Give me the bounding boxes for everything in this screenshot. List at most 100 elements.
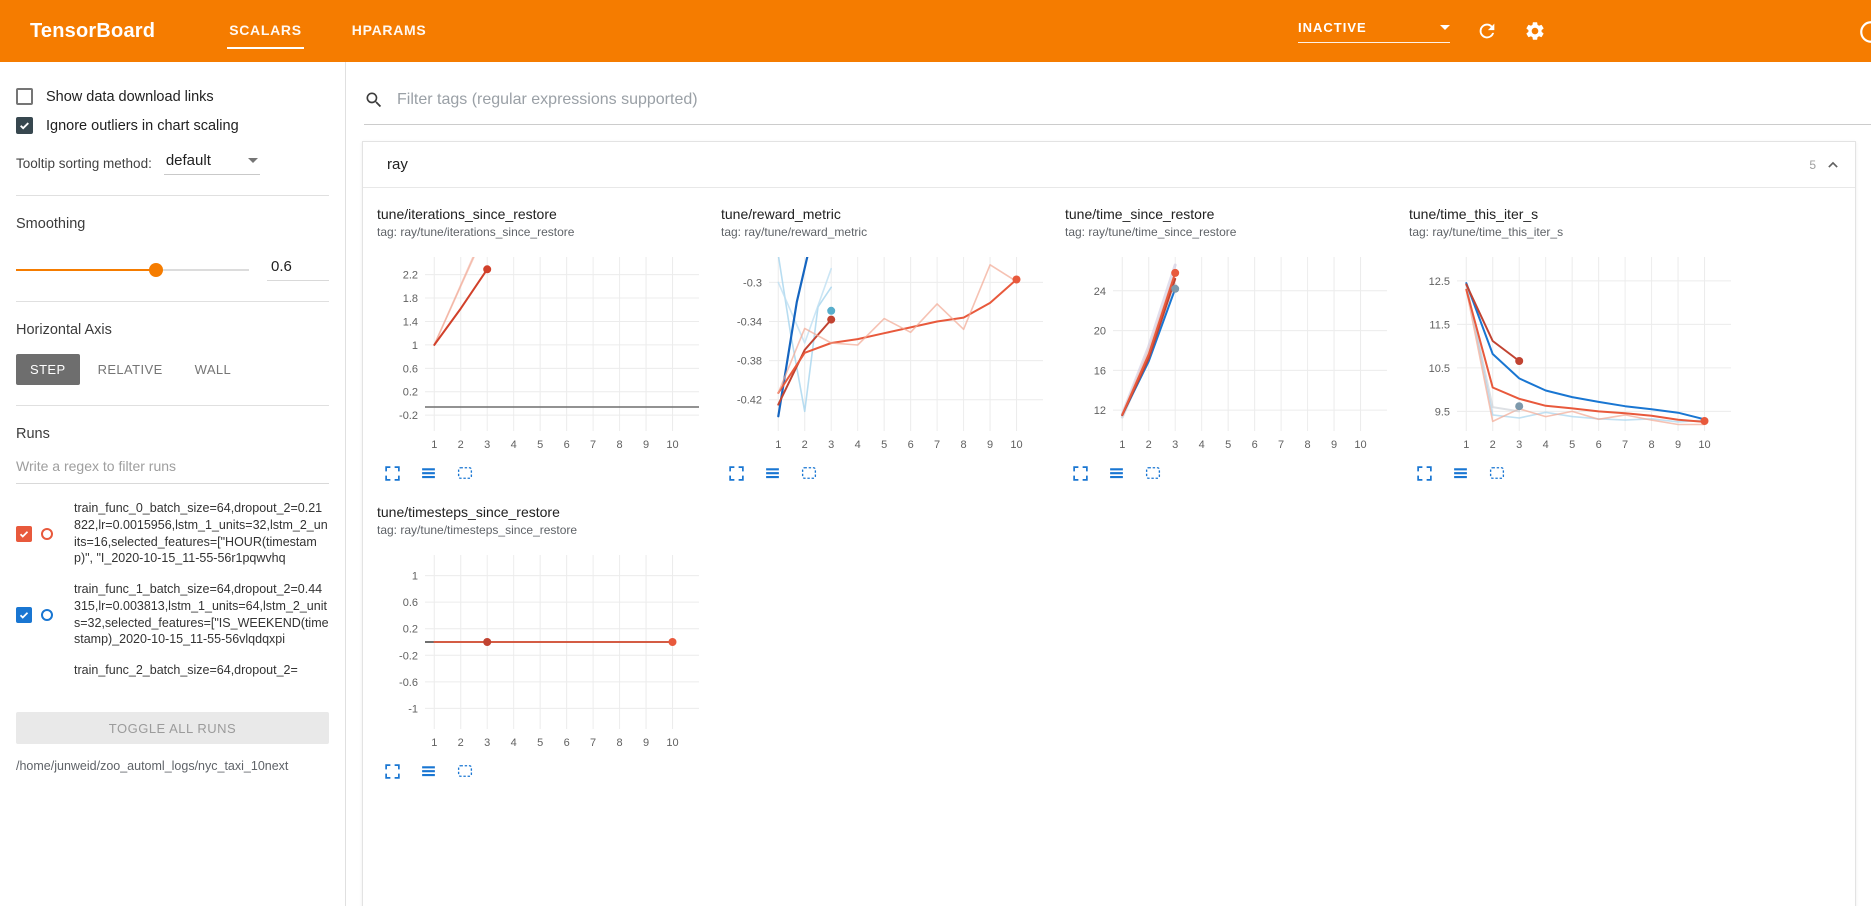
lines-icon <box>766 467 779 478</box>
settings-sidebar: Show data download links Ignore outliers… <box>0 62 346 906</box>
dashed-box-icon <box>1145 467 1161 479</box>
category-header[interactable]: ray 5 <box>363 142 1855 188</box>
run-list-item: train_func_1_batch_size=64,dropout_2=0.4… <box>16 581 329 648</box>
gear-icon <box>1526 22 1544 40</box>
tag-filter-input[interactable] <box>395 90 1871 110</box>
svg-text:6: 6 <box>1596 439 1602 451</box>
svg-text:10.5: 10.5 <box>1429 363 1450 375</box>
chevron-down-icon <box>247 158 258 163</box>
run-checkbox[interactable] <box>16 525 32 542</box>
svg-text:1: 1 <box>1119 439 1125 451</box>
svg-text:2: 2 <box>458 439 464 451</box>
search-icon <box>366 92 382 108</box>
svg-text:10: 10 <box>666 737 678 749</box>
show-data-download-checkbox[interactable]: Show data download links <box>16 88 329 105</box>
tab-scalars[interactable]: SCALARS <box>227 13 304 49</box>
axis-step-button[interactable]: STEP <box>16 354 80 385</box>
run-isolate-toggle[interactable] <box>41 527 53 540</box>
expand-chart-button[interactable] <box>1414 463 1435 484</box>
svg-text:7: 7 <box>1278 439 1284 451</box>
axis-relative-button[interactable]: RELATIVE <box>84 354 177 385</box>
svg-text:3: 3 <box>1516 439 1522 451</box>
fit-domain-button[interactable] <box>1142 462 1164 484</box>
charts-grid: tune/iterations_since_restore tag: ray/t… <box>363 188 1855 802</box>
svg-text:8: 8 <box>961 439 967 451</box>
chart-title: tune/iterations_since_restore <box>377 206 557 222</box>
ignore-outliers-checkbox[interactable]: Ignore outliers in chart scaling <box>16 117 329 134</box>
run-isolate-toggle[interactable] <box>41 608 53 621</box>
chart-tag: tag: ray/tune/time_since_restore <box>1065 225 1237 239</box>
svg-text:-1: -1 <box>408 703 418 715</box>
expand-chart-button[interactable] <box>382 761 403 782</box>
view-data-button[interactable] <box>418 463 439 484</box>
fit-domain-button[interactable] <box>798 462 820 484</box>
slider-thumb[interactable] <box>148 262 163 277</box>
fit-domain-button[interactable] <box>454 760 476 782</box>
expand-chart-button[interactable] <box>1070 463 1091 484</box>
svg-text:3: 3 <box>484 439 490 451</box>
refresh-button[interactable] <box>1476 20 1498 42</box>
view-data-button[interactable] <box>1450 463 1471 484</box>
expand-icon <box>385 763 400 779</box>
toggle-all-runs-button[interactable]: TOGGLE ALL RUNS <box>16 712 329 744</box>
chart-card-reward-metric: tune/reward_metric tag: ray/tune/reward_… <box>715 206 1059 484</box>
svg-text:9: 9 <box>1675 439 1681 451</box>
svg-text:4: 4 <box>511 737 517 749</box>
chart-title: tune/time_since_restore <box>1065 206 1215 222</box>
svg-text:9: 9 <box>987 439 993 451</box>
svg-text:10: 10 <box>1354 439 1366 451</box>
svg-text:2: 2 <box>1146 439 1152 451</box>
status-select-value: INACTIVE <box>1298 19 1367 35</box>
svg-text:6: 6 <box>564 737 570 749</box>
svg-text:9: 9 <box>643 439 649 451</box>
fit-domain-button[interactable] <box>454 462 476 484</box>
settings-button[interactable] <box>1524 20 1546 42</box>
check-icon <box>20 122 29 130</box>
axis-wall-button[interactable]: WALL <box>181 354 246 385</box>
dashed-box-icon <box>801 467 817 479</box>
svg-text:-0.6: -0.6 <box>399 677 418 689</box>
horizontal-axis-label: Horizontal Axis <box>16 322 112 338</box>
run-checkbox[interactable] <box>16 606 32 623</box>
expand-chart-button[interactable] <box>726 463 747 484</box>
svg-text:0.2: 0.2 <box>403 387 418 399</box>
chevron-up-icon[interactable] <box>1823 155 1843 175</box>
svg-text:9: 9 <box>643 737 649 749</box>
fit-domain-button[interactable] <box>1486 462 1508 484</box>
data-status-select[interactable]: INACTIVE <box>1298 20 1450 43</box>
svg-text:3: 3 <box>828 439 834 451</box>
chart-tag: tag: ray/tune/iterations_since_restore <box>377 225 575 239</box>
view-data-button[interactable] <box>762 463 783 484</box>
svg-text:16: 16 <box>1094 365 1106 377</box>
expand-icon <box>385 465 400 481</box>
smoothing-value-input[interactable]: 0.6 <box>267 258 329 281</box>
svg-text:4: 4 <box>855 439 861 451</box>
tab-hparams[interactable]: HPARAMS <box>351 22 427 38</box>
smoothing-slider[interactable] <box>16 262 249 277</box>
chart-tag: tag: ray/tune/time_this_iter_s <box>1409 225 1564 239</box>
checkbox-label: Ignore outliers in chart scaling <box>46 117 239 134</box>
svg-text:24: 24 <box>1094 286 1106 298</box>
run-list-item: train_func_2_batch_size=64,dropout_2= <box>16 662 329 679</box>
expand-chart-button[interactable] <box>382 463 403 484</box>
svg-text:2: 2 <box>802 439 808 451</box>
header-controls: INACTIVE <box>1298 20 1546 43</box>
svg-text:-0.42: -0.42 <box>737 395 762 407</box>
svg-text:5: 5 <box>537 737 543 749</box>
tooltip-sorting-select[interactable]: default <box>163 152 260 175</box>
svg-text:0.6: 0.6 <box>403 363 418 375</box>
lines-icon <box>422 765 435 776</box>
svg-text:4: 4 <box>1199 439 1205 451</box>
smoothing-section: Smoothing 0.6 <box>16 216 329 302</box>
help-button[interactable] <box>1858 19 1871 45</box>
view-data-button[interactable] <box>1106 463 1127 484</box>
line-chart: 1 2 3 4 5 6 7 8 9 10 -0.42 -0.38 -0.34 -0.3 <box>721 249 1053 460</box>
category-title: ray <box>387 156 408 173</box>
dashed-box-icon <box>1489 467 1505 479</box>
runs-filter-input[interactable] <box>16 452 329 484</box>
svg-text:12: 12 <box>1094 405 1106 417</box>
chart-card-timesteps-since-restore: tune/timesteps_since_restore tag: ray/tu… <box>371 504 715 782</box>
tag-filter-row <box>364 90 1871 125</box>
dashed-box-icon <box>457 765 473 777</box>
view-data-button[interactable] <box>418 761 439 782</box>
